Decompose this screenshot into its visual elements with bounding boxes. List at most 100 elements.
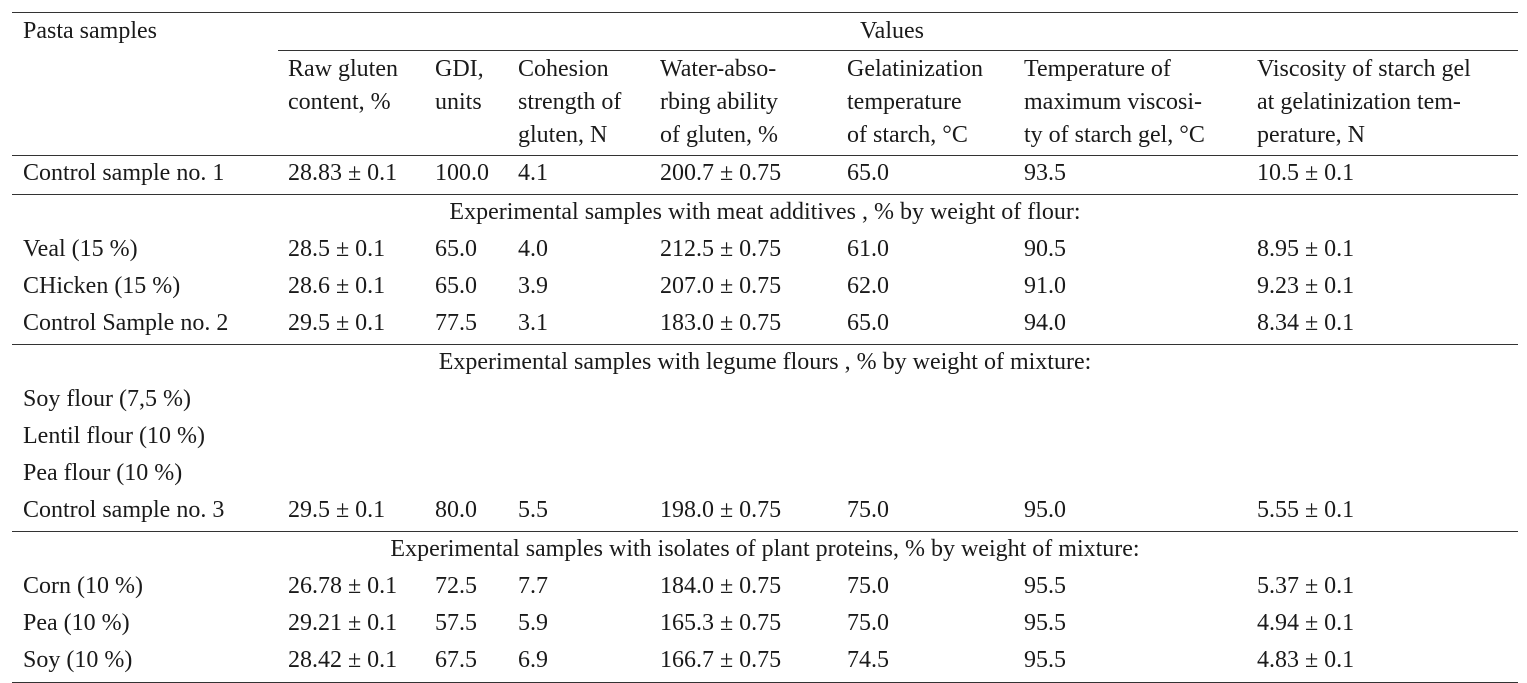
column-header: Temperature of maximum viscosi-ty of star… bbox=[1024, 53, 1205, 152]
column-header-line: units bbox=[435, 89, 482, 115]
column-header-line: Temperature of bbox=[1024, 56, 1171, 82]
table-cell: 3.9 bbox=[518, 273, 548, 299]
table-cell: 184.0 ± 0.75 bbox=[660, 573, 782, 599]
table-cell: 77.5 bbox=[435, 310, 477, 336]
section-rule bbox=[12, 344, 1518, 345]
column-header-line: maximum viscosi- bbox=[1024, 89, 1202, 115]
section-title: Experimental samples with meat additives… bbox=[449, 199, 1081, 225]
table-cell: 28.5 ± 0.1 bbox=[288, 236, 386, 262]
top-rule bbox=[12, 12, 1518, 13]
row-label: Veal (15 %) bbox=[23, 236, 138, 262]
row-label: Corn (10 %) bbox=[23, 573, 143, 599]
column-header-line: Water-abso- bbox=[660, 56, 777, 82]
column-header-line: ty of starch gel, °C bbox=[1024, 122, 1205, 148]
table-cell: 5.55 ± 0.1 bbox=[1257, 497, 1355, 523]
column-header-line: Gelatinization bbox=[847, 56, 983, 82]
stub-header: Pasta samples bbox=[23, 18, 157, 44]
row-label: Control Sample no. 2 bbox=[23, 310, 229, 336]
table-cell: 4.0 bbox=[518, 236, 548, 262]
table-cell: 100.0 bbox=[435, 160, 489, 186]
column-header: Raw gluten content, % bbox=[288, 53, 398, 119]
row-label: Lentil flour (10 %) bbox=[23, 423, 205, 449]
table-cell: 207.0 ± 0.75 bbox=[660, 273, 782, 299]
table-cell: 65.0 bbox=[435, 236, 477, 262]
column-header-line: GDI, bbox=[435, 56, 484, 82]
table-cell: 94.0 bbox=[1024, 310, 1066, 336]
row-label: CHicken (15 %) bbox=[23, 273, 181, 299]
table-cell: 5.5 bbox=[518, 497, 548, 523]
row-label: Pea (10 %) bbox=[23, 610, 130, 636]
column-header: Cohesion strength of gluten, N bbox=[518, 53, 621, 152]
row-label: Pea flour (10 %) bbox=[23, 460, 183, 486]
table-cell: 65.0 bbox=[847, 310, 889, 336]
table-cell: 74.5 bbox=[847, 647, 889, 673]
table-cell: 5.37 ± 0.1 bbox=[1257, 573, 1355, 599]
table-cell: 212.5 ± 0.75 bbox=[660, 236, 782, 262]
section-title: Experimental samples with legume flours … bbox=[438, 349, 1092, 375]
table-cell: 26.78 ± 0.1 bbox=[288, 573, 398, 599]
column-header-line: of starch, °C bbox=[847, 122, 968, 148]
column-header-line: temperature bbox=[847, 89, 962, 115]
table-cell: 8.34 ± 0.1 bbox=[1257, 310, 1355, 336]
table-cell: 65.0 bbox=[435, 273, 477, 299]
table-cell: 93.5 bbox=[1024, 160, 1066, 186]
column-header-line: at gelatinization tem- bbox=[1257, 89, 1461, 115]
column-header-line: gluten, N bbox=[518, 122, 608, 148]
table-cell: 198.0 ± 0.75 bbox=[660, 497, 782, 523]
table-cell: 62.0 bbox=[847, 273, 889, 299]
table-cell: 95.0 bbox=[1024, 497, 1066, 523]
table-cell: 72.5 bbox=[435, 573, 477, 599]
column-header-line: Raw gluten bbox=[288, 56, 398, 82]
table-cell: 165.3 ± 0.75 bbox=[660, 610, 782, 636]
table-cell: 10.5 ± 0.1 bbox=[1257, 160, 1355, 186]
table-cell: 57.5 bbox=[435, 610, 477, 636]
column-header-line: perature, N bbox=[1257, 122, 1365, 148]
column-header-line: Cohesion bbox=[518, 56, 609, 82]
section-rule bbox=[12, 531, 1518, 532]
values-group-rule bbox=[278, 50, 1518, 51]
section-rule bbox=[12, 194, 1518, 195]
header-bottom-rule bbox=[12, 155, 1518, 156]
column-header-line: strength of bbox=[518, 89, 622, 115]
table-cell: 95.5 bbox=[1024, 647, 1066, 673]
table-cell: 65.0 bbox=[847, 160, 889, 186]
section-title: Experimental samples with isolates of pl… bbox=[390, 536, 1140, 562]
table-cell: 200.7 ± 0.75 bbox=[660, 160, 782, 186]
column-header-line: Viscosity of starch gel bbox=[1257, 56, 1471, 82]
row-label: Soy flour (7,5 %) bbox=[23, 386, 191, 412]
column-header-line: content, % bbox=[288, 89, 391, 115]
table-cell: 4.1 bbox=[518, 160, 548, 186]
table-cell: 3.1 bbox=[518, 310, 548, 336]
table-cell: 183.0 ± 0.75 bbox=[660, 310, 782, 336]
table-cell: 61.0 bbox=[847, 236, 889, 262]
table-cell: 90.5 bbox=[1024, 236, 1066, 262]
row-label: Control sample no. 3 bbox=[23, 497, 225, 523]
table-cell: 28.83 ± 0.1 bbox=[288, 160, 398, 186]
table-cell: 6.9 bbox=[518, 647, 548, 673]
table-cell: 7.7 bbox=[518, 573, 548, 599]
column-header-line: rbing ability bbox=[660, 89, 778, 115]
table-cell: 28.6 ± 0.1 bbox=[288, 273, 386, 299]
table-cell: 28.42 ± 0.1 bbox=[288, 647, 398, 673]
table-cell: 80.0 bbox=[435, 497, 477, 523]
table-cell: 29.5 ± 0.1 bbox=[288, 497, 386, 523]
table-cell: 4.94 ± 0.1 bbox=[1257, 610, 1355, 636]
column-header: Gelatinization temperature of starch, °C bbox=[847, 53, 983, 152]
table-cell: 75.0 bbox=[847, 497, 889, 523]
column-header-line: of gluten, % bbox=[660, 122, 778, 148]
column-header: Viscosity of starch gel at gelatinization… bbox=[1257, 53, 1471, 152]
table-cell: 91.0 bbox=[1024, 273, 1066, 299]
table-cell: 75.0 bbox=[847, 610, 889, 636]
row-label: Soy (10 %) bbox=[23, 647, 133, 673]
table-cell: 4.83 ± 0.1 bbox=[1257, 647, 1355, 673]
row-label: Control sample no. 1 bbox=[23, 160, 225, 186]
table-cell: 67.5 bbox=[435, 647, 477, 673]
table-cell: 166.7 ± 0.75 bbox=[660, 647, 782, 673]
table-cell: 8.95 ± 0.1 bbox=[1257, 236, 1355, 262]
table-cell: 9.23 ± 0.1 bbox=[1257, 273, 1355, 299]
column-header: Water-abso-rbing ability of gluten, % bbox=[660, 53, 778, 152]
table-cell: 75.0 bbox=[847, 573, 889, 599]
table-cell: 29.5 ± 0.1 bbox=[288, 310, 386, 336]
table-cell: 95.5 bbox=[1024, 610, 1066, 636]
